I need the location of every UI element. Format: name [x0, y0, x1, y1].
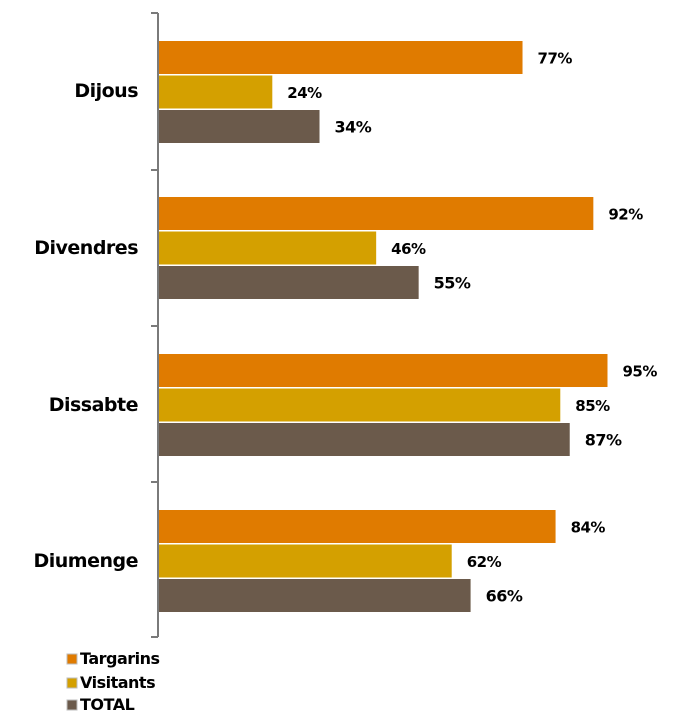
category-label-divendres: Divendres — [34, 237, 138, 259]
data-label-targarins-diumenge: 84% — [571, 519, 606, 537]
legend-item-visitants: Visitants — [66, 673, 156, 692]
legend-item-targarins: Targarins — [66, 649, 160, 668]
data-label-total-divendres: 55% — [434, 274, 471, 293]
data-label-targarins-dissabte: 95% — [623, 363, 658, 381]
legend-swatch-visitants — [66, 677, 78, 689]
legend-swatch-total — [66, 699, 78, 711]
axis-layer — [151, 12, 159, 638]
bar-visitants-dissabte — [159, 388, 561, 422]
data-label-total-dissabte: 87% — [585, 431, 622, 450]
category-label-diumenge: Diumenge — [33, 550, 138, 572]
bar-visitants-dijous — [159, 75, 273, 109]
data-label-visitants-dijous: 24% — [287, 84, 322, 102]
bar-visitants-diumenge — [159, 544, 452, 578]
data-label-total-diumenge: 66% — [486, 587, 523, 606]
data-label-visitants-dissabte: 85% — [575, 397, 610, 415]
bar-targarins-diumenge — [159, 510, 556, 543]
bar-targarins-divendres — [159, 197, 594, 230]
legend-swatch-targarins — [66, 653, 78, 665]
bar-visitants-divendres — [159, 231, 377, 265]
legend-item-total: TOTAL — [66, 695, 135, 714]
data-label-targarins-dijous: 77% — [538, 50, 573, 68]
data-label-total-dijous: 34% — [335, 118, 372, 137]
legend-label-total: TOTAL — [80, 695, 135, 714]
labels-layer: Dijous Divendres Dissabte Diumenge 77% 92% 95%… — [33, 50, 657, 606]
bars-layer — [159, 41, 608, 612]
legend-label-targarins: Targarins — [80, 649, 160, 668]
bar-total-diumenge — [159, 579, 471, 612]
bar-targarins-dissabte — [159, 354, 608, 387]
data-label-targarins-divendres: 92% — [608, 206, 643, 224]
legend-label-visitants: Visitants — [80, 673, 155, 692]
bar-total-divendres — [159, 266, 419, 299]
data-label-visitants-diumenge: 62% — [467, 553, 502, 571]
bar-targarins-dijous — [159, 41, 523, 74]
legend: Targarins Visitants TOTAL — [66, 649, 160, 714]
data-label-visitants-divendres: 46% — [391, 240, 426, 258]
category-label-dissabte: Dissabte — [49, 394, 138, 416]
category-label-dijous: Dijous — [74, 80, 138, 102]
bar-total-dissabte — [159, 423, 570, 456]
bar-total-dijous — [159, 110, 320, 143]
